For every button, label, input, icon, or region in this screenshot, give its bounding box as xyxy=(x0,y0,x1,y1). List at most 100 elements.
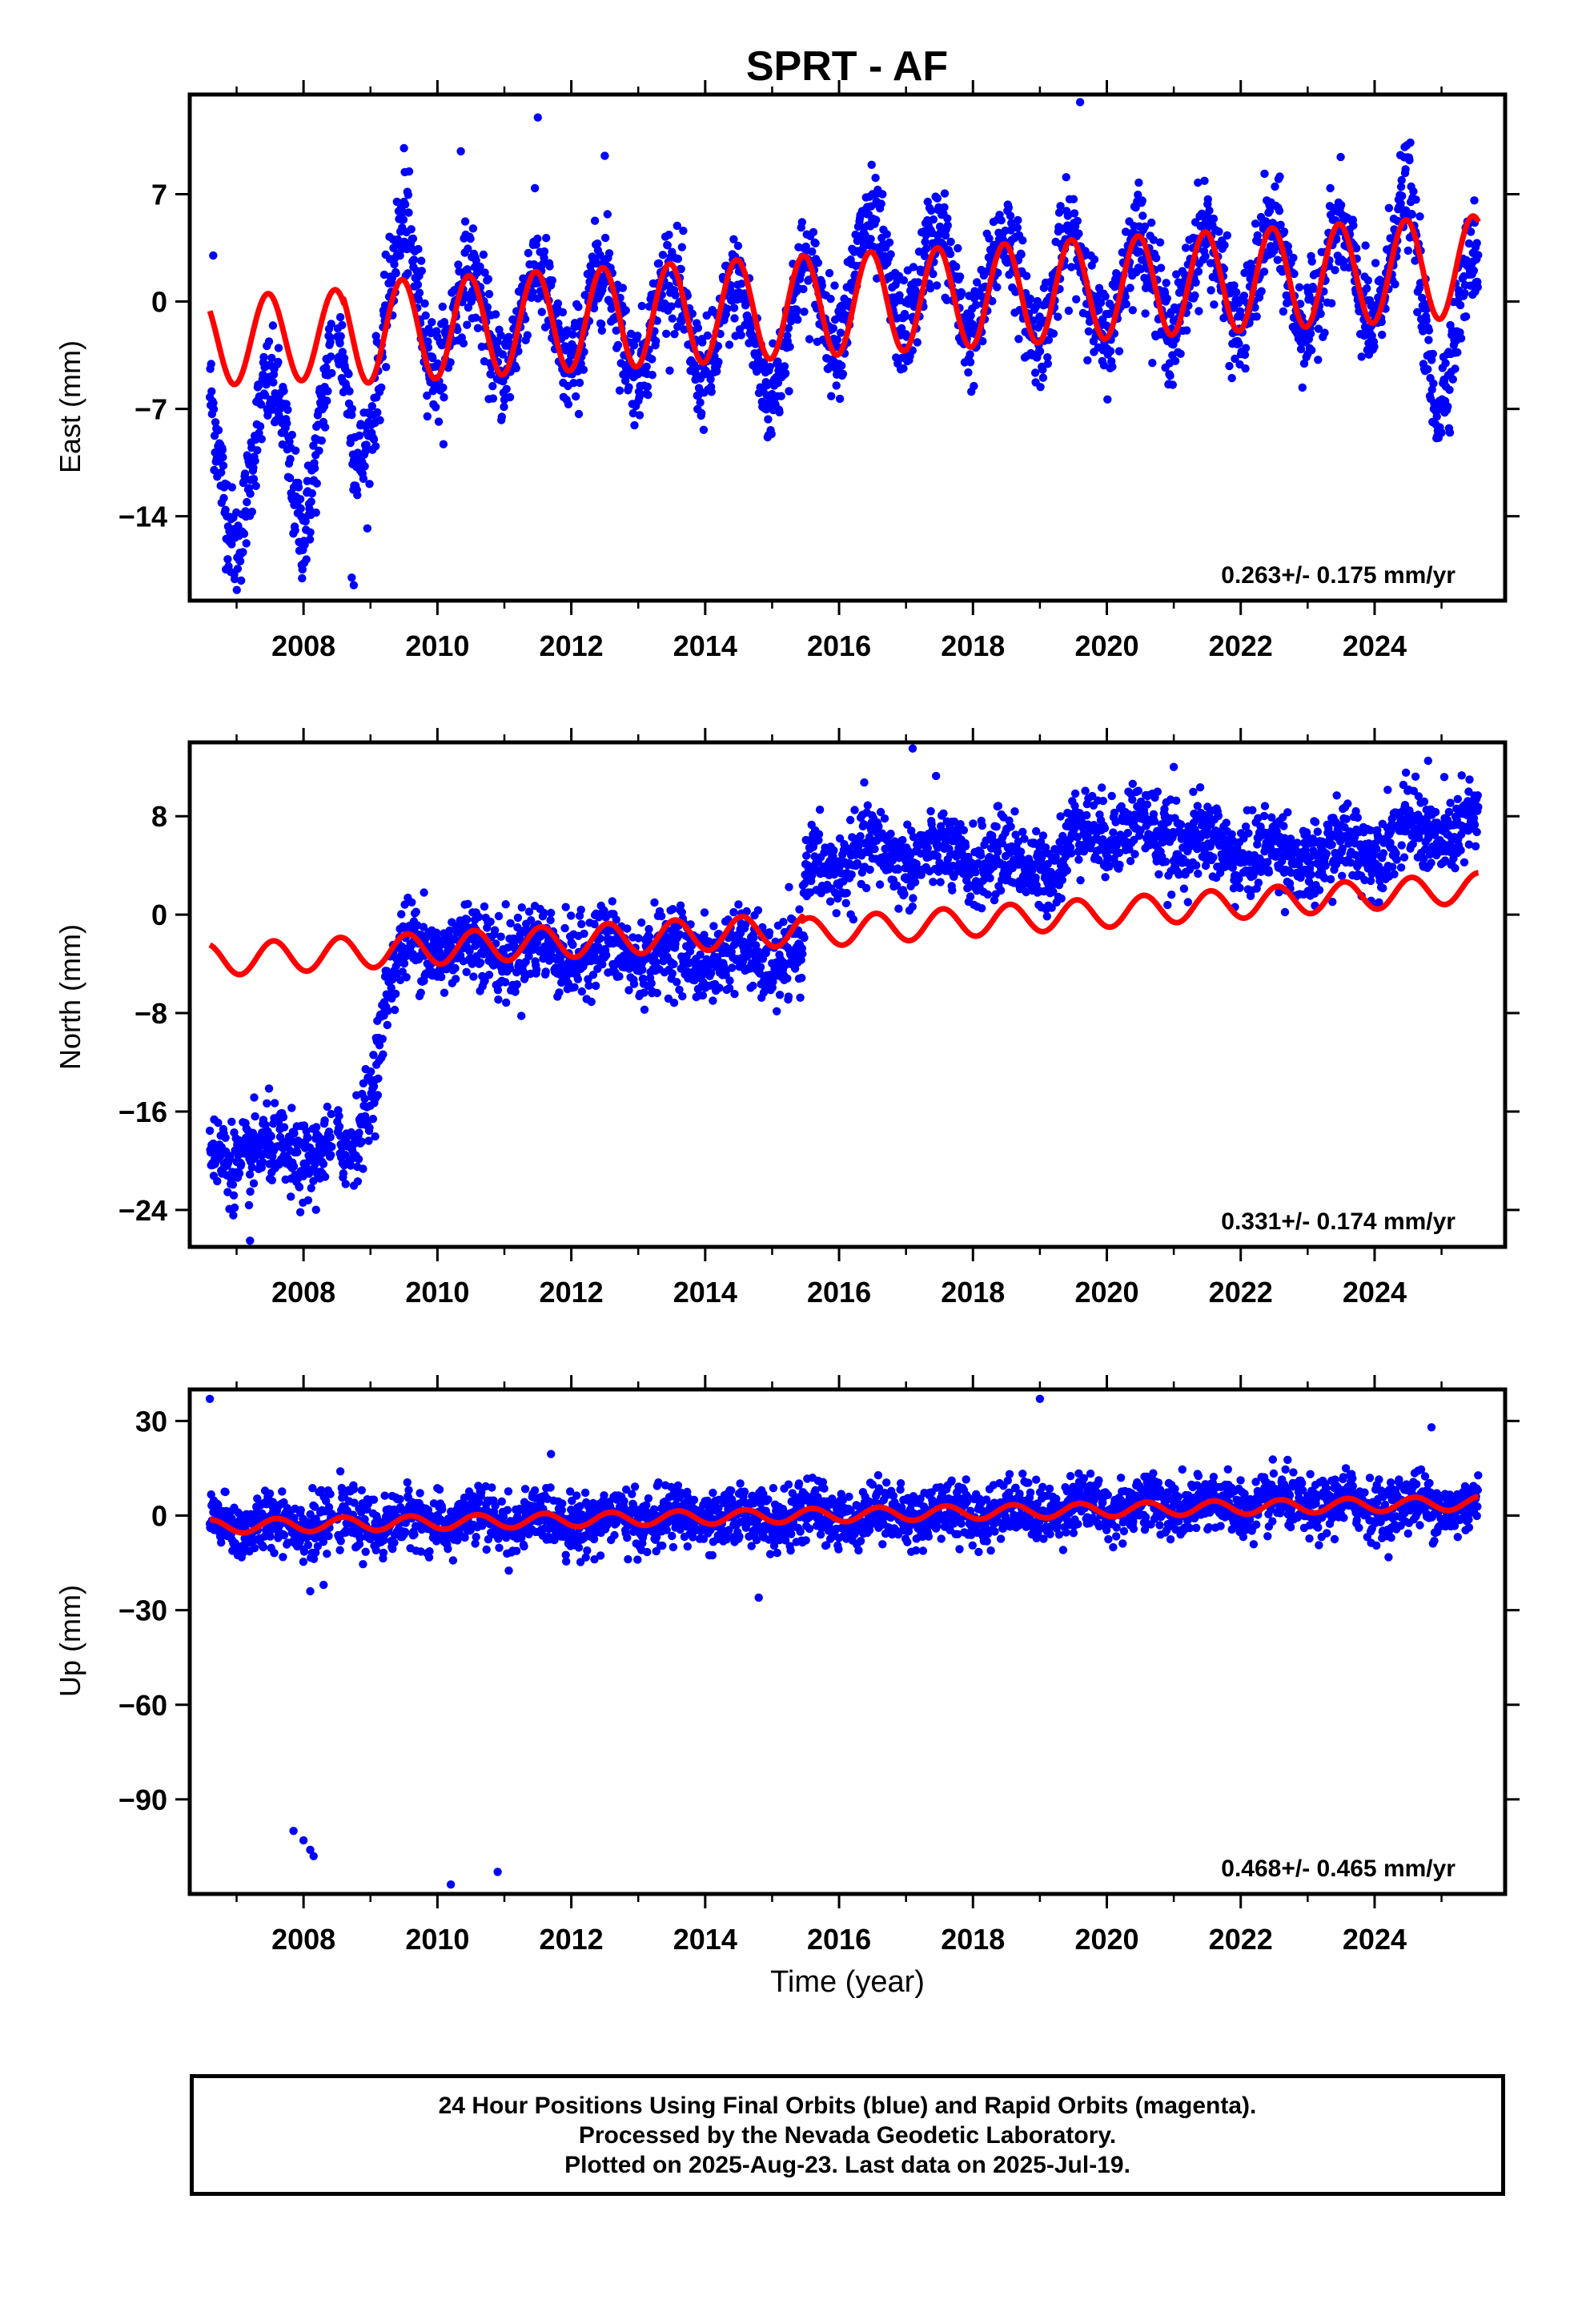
obs-point xyxy=(567,911,576,920)
obs-point xyxy=(1106,347,1115,356)
obs-point xyxy=(249,1179,259,1188)
obs-point xyxy=(665,231,673,239)
obs-point xyxy=(487,370,496,379)
obs-point xyxy=(423,391,432,400)
obs-point xyxy=(730,314,739,323)
obs-point xyxy=(1225,361,1234,371)
obs-point xyxy=(1140,222,1150,231)
obs-point xyxy=(850,806,859,814)
obs-point xyxy=(707,388,716,396)
obs-point xyxy=(502,384,511,393)
obs-point xyxy=(1017,250,1026,259)
obs-point xyxy=(307,1184,315,1192)
obs-point xyxy=(237,1160,246,1168)
obs-point xyxy=(729,907,738,917)
obs-point xyxy=(323,387,332,396)
obs-point xyxy=(560,923,569,933)
obs-point xyxy=(474,912,484,922)
obs-point xyxy=(862,883,871,893)
obs-point xyxy=(709,996,717,1005)
model-line-east xyxy=(207,213,1481,388)
obs-point xyxy=(767,429,776,439)
obs-point xyxy=(417,267,426,275)
obs-point xyxy=(1073,216,1082,226)
obs-point xyxy=(294,483,303,492)
obs-point xyxy=(477,342,486,352)
obs-point xyxy=(652,988,661,998)
obs-point xyxy=(400,959,409,968)
obs-point xyxy=(1152,254,1161,263)
obs-point xyxy=(769,339,777,348)
obs-point xyxy=(1409,187,1418,196)
obs-point xyxy=(1209,214,1219,223)
obs-point xyxy=(668,969,677,978)
obs-point xyxy=(235,557,245,565)
obs-point xyxy=(1114,347,1124,356)
obs-point xyxy=(808,247,817,256)
obs-point xyxy=(1275,172,1284,181)
obs-point xyxy=(227,483,236,492)
obs-point xyxy=(274,344,283,352)
obs-point xyxy=(1378,330,1387,340)
obs-point xyxy=(1316,309,1325,319)
obs-point xyxy=(894,904,903,913)
obs-point xyxy=(269,378,278,387)
obs-point xyxy=(952,262,961,271)
obs-point xyxy=(492,310,500,319)
obs-point xyxy=(528,287,537,297)
obs-point xyxy=(1352,243,1361,253)
obs-point xyxy=(1042,912,1052,921)
obs-point xyxy=(466,234,475,243)
x-tick-label: 2012 xyxy=(540,629,604,662)
obs-point xyxy=(1036,383,1045,392)
obs-point xyxy=(251,435,260,444)
obs-point xyxy=(657,911,666,921)
obs-point xyxy=(285,437,294,446)
obs-point xyxy=(909,263,918,271)
obs-point xyxy=(498,350,508,359)
obs-point xyxy=(408,898,416,907)
obs-point xyxy=(488,382,497,391)
obs-point xyxy=(859,243,868,252)
obs-point xyxy=(291,446,300,455)
obs-point xyxy=(777,392,785,400)
obs-point xyxy=(1443,402,1452,411)
obs-point xyxy=(327,320,335,328)
obs-point xyxy=(533,234,542,243)
obs-point xyxy=(1474,251,1483,259)
obs-point xyxy=(361,447,370,456)
obs-point xyxy=(635,392,644,402)
obs-point xyxy=(502,998,511,1007)
obs-point xyxy=(629,979,639,988)
obs-point xyxy=(809,227,818,237)
obs-point xyxy=(961,842,970,850)
obs-point xyxy=(413,280,423,289)
obs-point xyxy=(421,311,430,320)
obs-point xyxy=(1006,226,1015,235)
obs-point xyxy=(1424,326,1434,335)
obs-point xyxy=(455,267,464,276)
obs-point xyxy=(327,1151,335,1160)
obs-point xyxy=(1007,219,1016,227)
obs-point xyxy=(374,1074,383,1084)
obs-point xyxy=(785,342,794,352)
obs-point xyxy=(1126,283,1134,292)
obs-point xyxy=(311,508,320,517)
obs-point xyxy=(1135,247,1144,256)
obs-point xyxy=(235,1169,244,1178)
obs-point xyxy=(545,262,554,271)
obs-point xyxy=(1232,287,1241,297)
y-tick-label: −14 xyxy=(118,501,167,533)
obs-point xyxy=(1200,176,1209,185)
obs-point xyxy=(369,435,379,444)
obs-point xyxy=(577,919,586,929)
obs-point xyxy=(943,221,953,230)
obs-point xyxy=(643,382,652,392)
obs-point xyxy=(832,909,841,918)
obs-point xyxy=(1271,182,1279,191)
obs-point xyxy=(360,1094,369,1104)
obs-point xyxy=(262,380,271,389)
obs-point xyxy=(1235,307,1245,316)
obs-point xyxy=(390,259,399,269)
obs-point xyxy=(723,304,732,313)
